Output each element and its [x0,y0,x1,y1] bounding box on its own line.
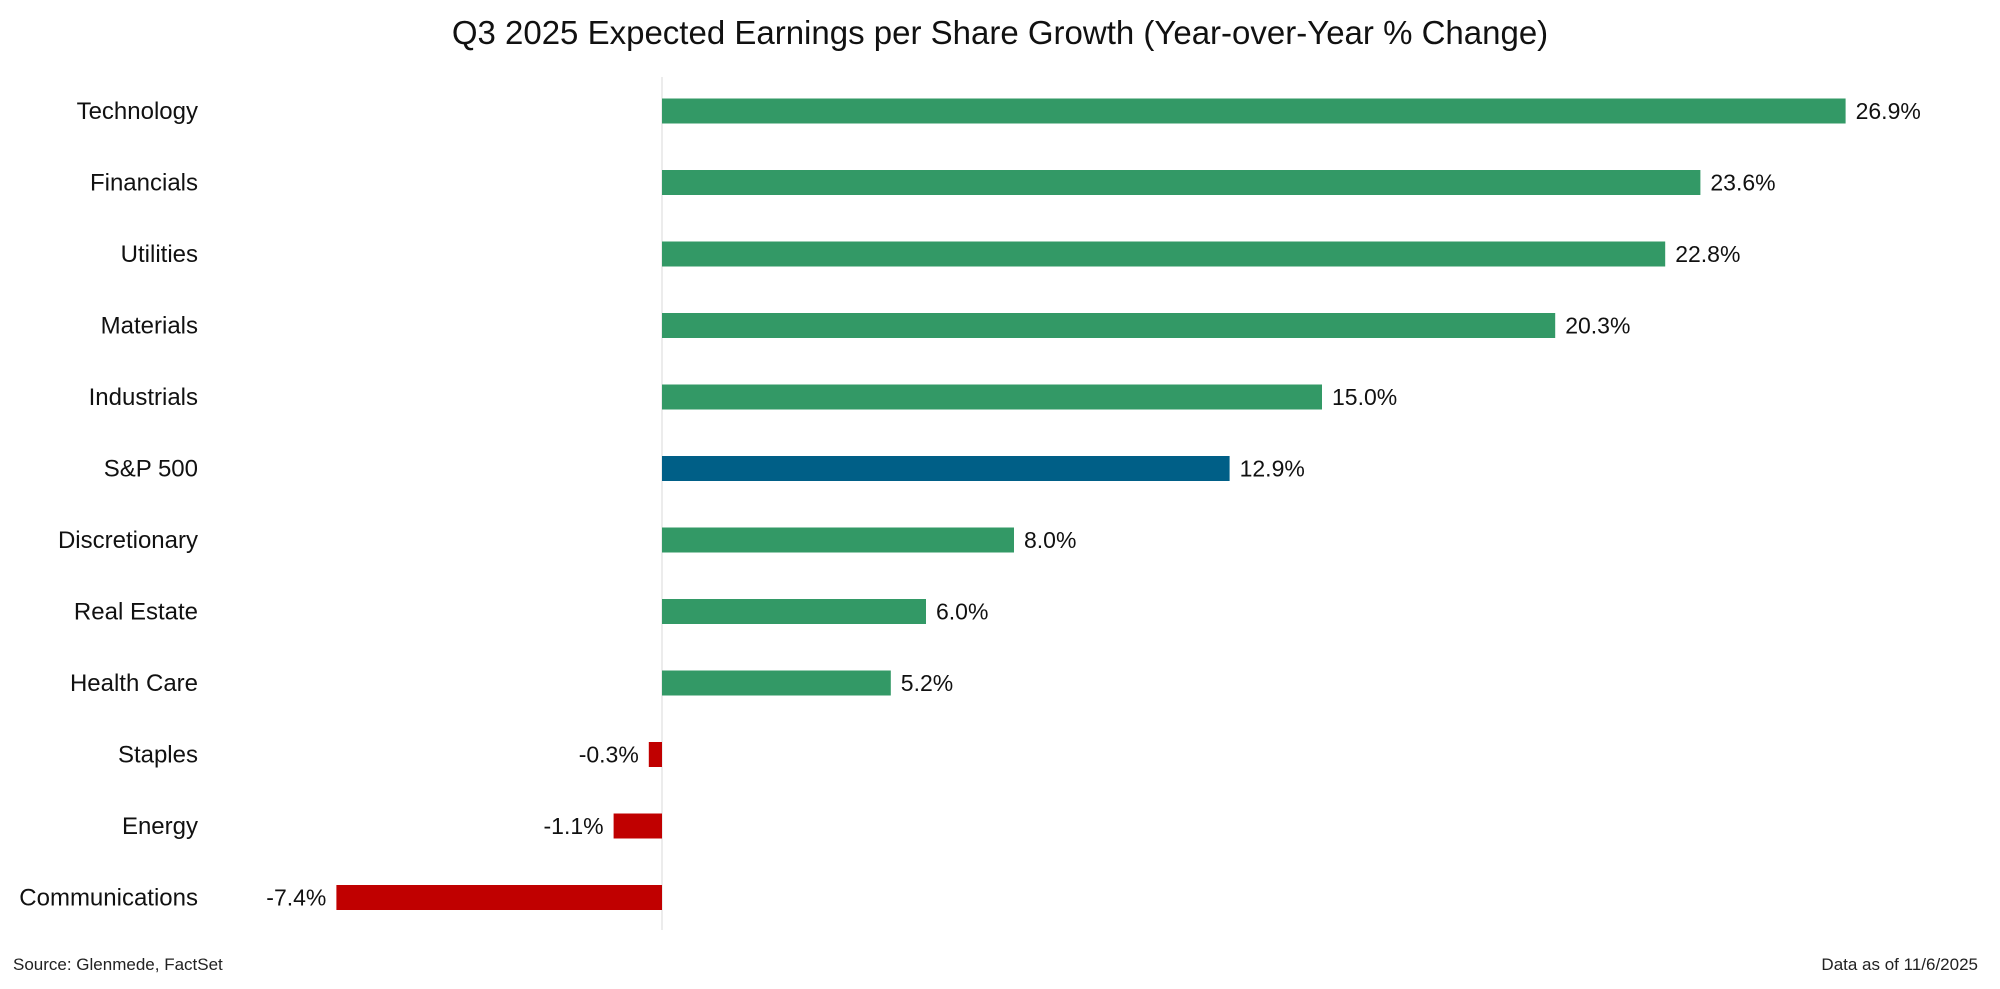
bar [662,456,1230,481]
bar [648,742,662,767]
data-label: -1.1% [544,813,604,839]
category-label: Industrials [89,384,198,411]
data-label: 12.9% [1240,456,1305,482]
data-label: 5.2% [901,670,953,696]
category-label: S&P 500 [104,456,198,483]
category-label: Staples [118,742,198,769]
bar [662,527,1014,553]
data-label: 22.8% [1675,241,1740,267]
category-label: Discretionary [58,527,198,554]
category-label: Utilities [121,241,198,268]
bar [662,670,891,696]
bar [662,241,1666,267]
data-label: -7.4% [266,885,326,911]
data-label: 23.6% [1710,170,1775,196]
data-label: 20.3% [1565,313,1630,339]
source-note: Source: Glenmede, FactSet [13,955,223,974]
bar [662,170,1701,195]
category-label: Energy [122,813,198,840]
category-label: Real Estate [74,599,198,626]
category-label: Technology [77,98,198,125]
bar [662,98,1846,124]
bar [613,813,662,839]
category-label: Health Care [70,670,198,697]
category-label: Communications [19,885,198,912]
data-label: 8.0% [1024,527,1076,553]
chart-title: Q3 2025 Expected Earnings per Share Grow… [451,14,1549,51]
data-label: 6.0% [936,599,988,625]
bar [662,599,926,624]
data-label: 26.9% [1856,98,1921,124]
data-label: -0.3% [579,742,639,768]
data-date-note: Data as of 11/6/2025 [1821,955,1978,974]
bar [662,384,1322,410]
bar [336,885,662,910]
data-label: 15.0% [1332,384,1397,410]
category-label: Financials [90,170,198,197]
category-label: Materials [101,313,198,340]
bar [662,313,1556,338]
